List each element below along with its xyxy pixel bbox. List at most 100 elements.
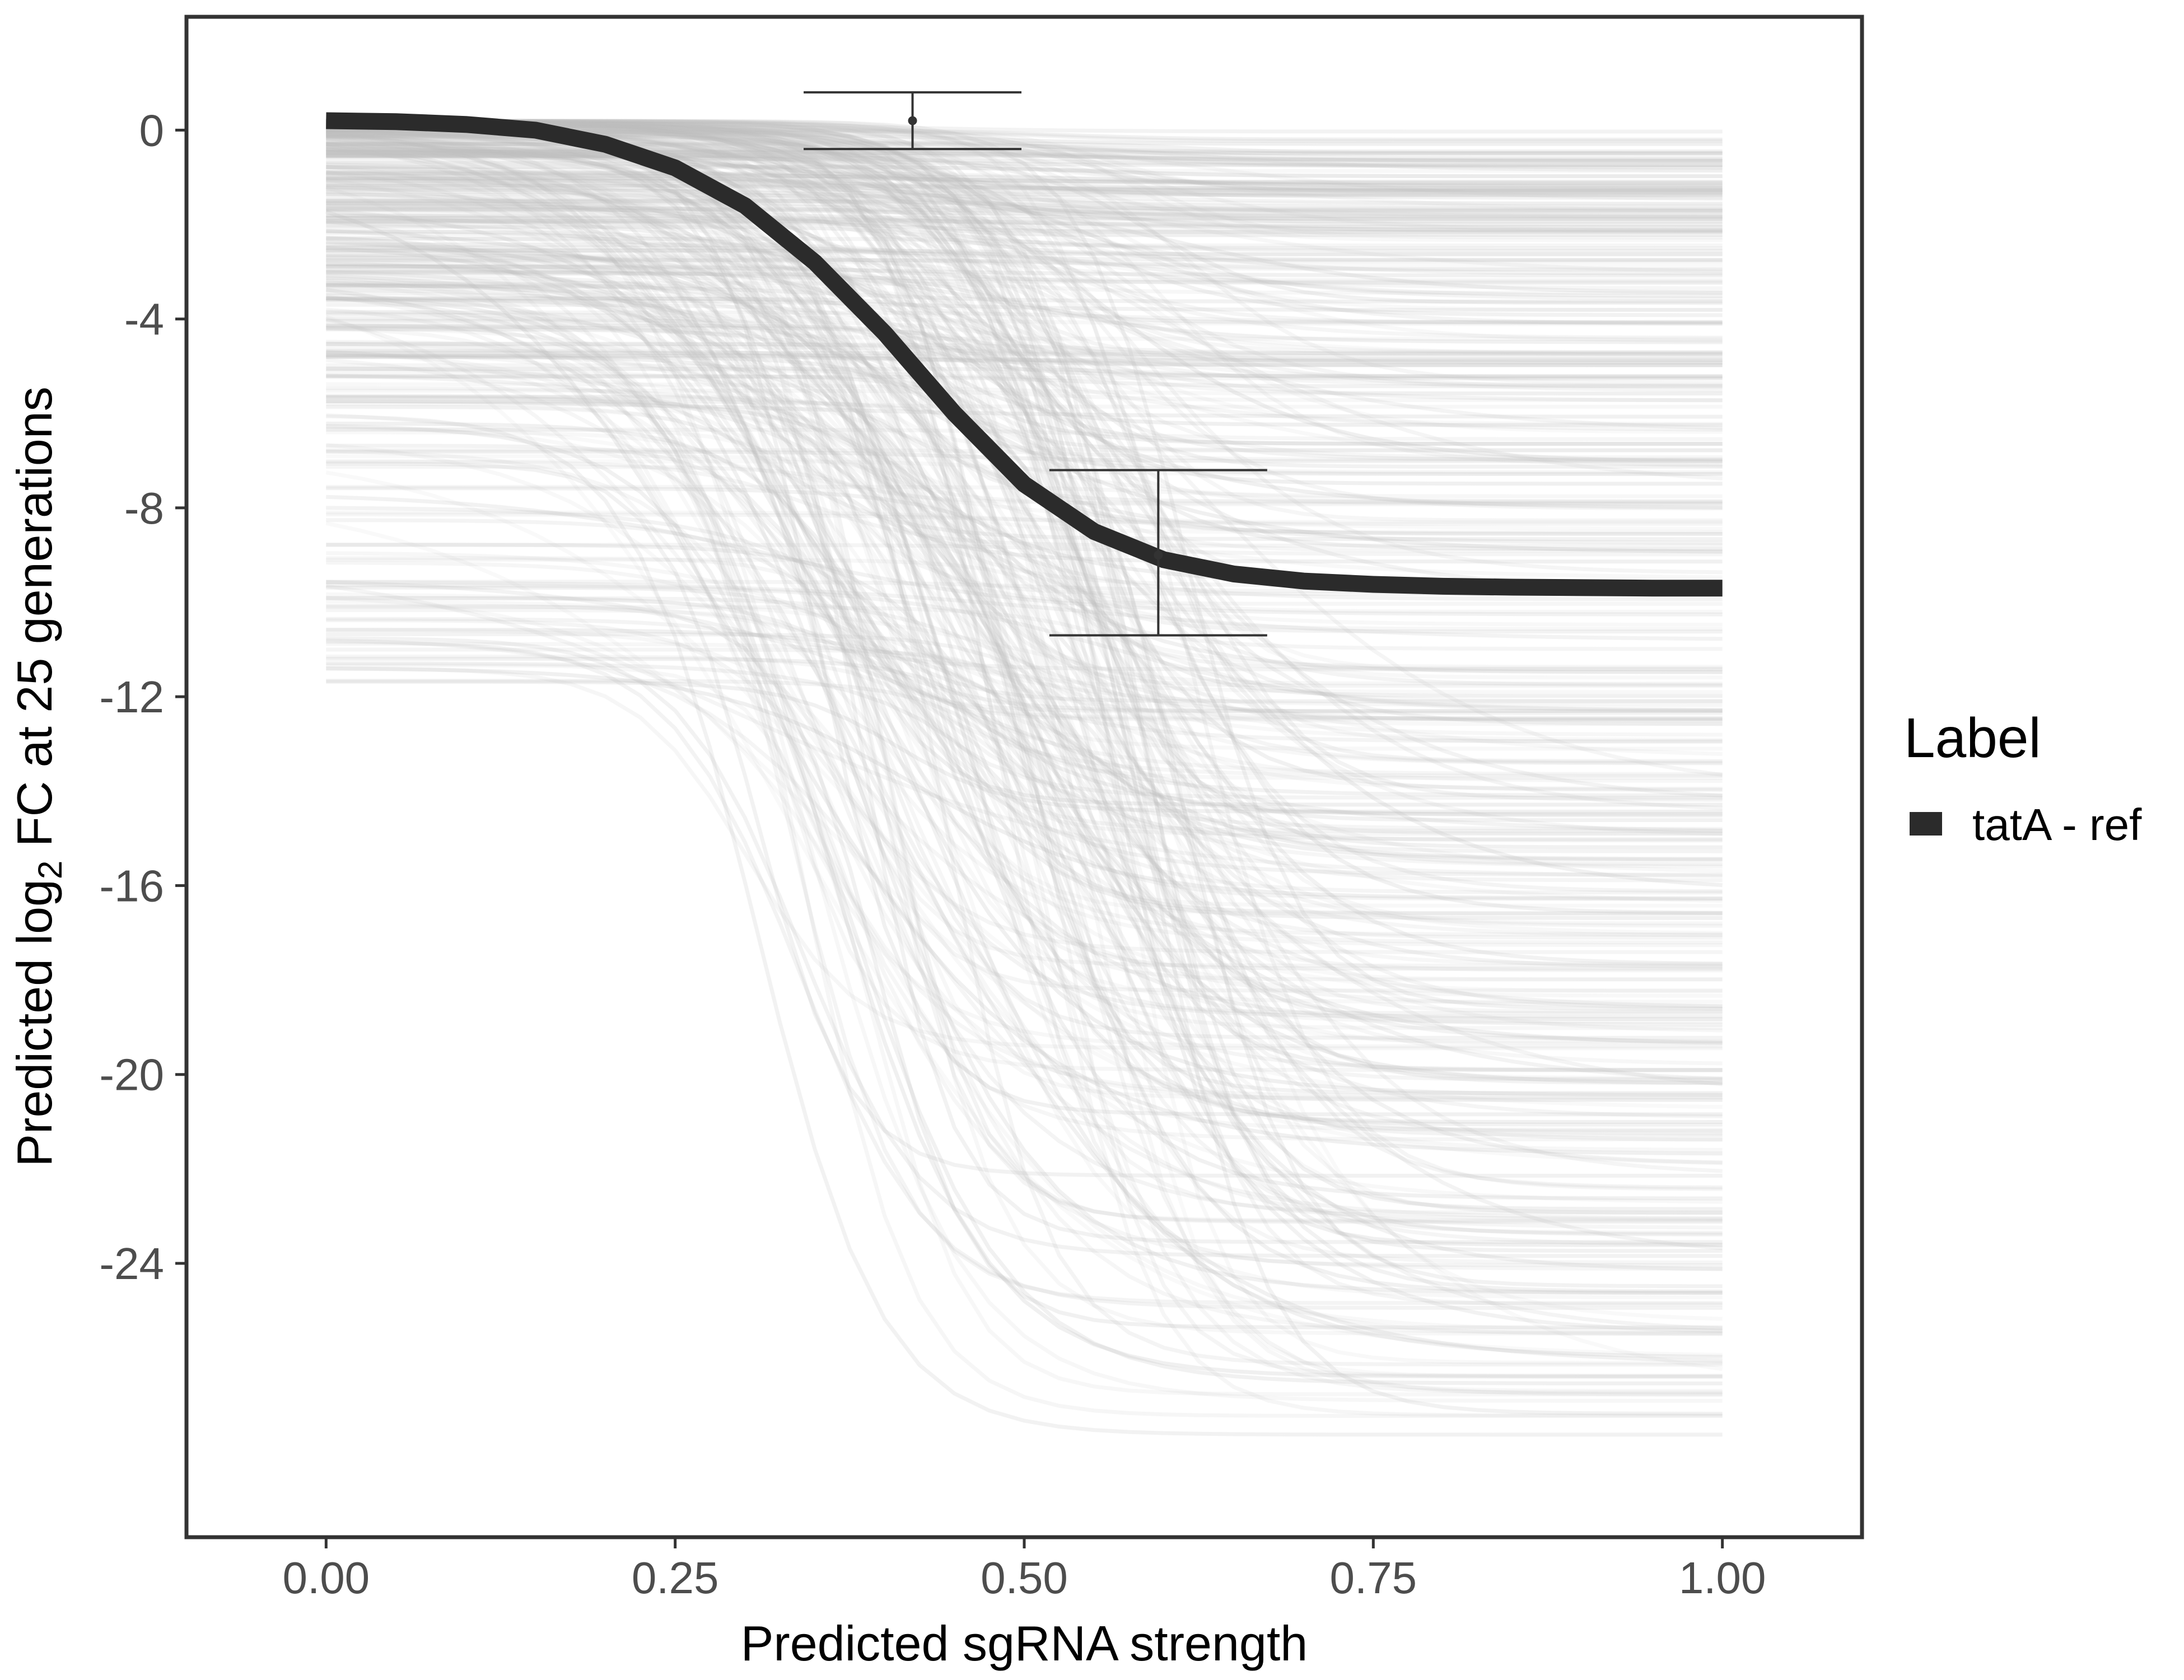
background-curve [326, 355, 1723, 698]
background-curve [326, 123, 1723, 1102]
x-axis-title: Predicted sgRNA strength [741, 1616, 1308, 1671]
background-curve [326, 272, 1723, 325]
background-curve [326, 608, 1723, 720]
background-curve [326, 231, 1723, 291]
background-curve [326, 510, 1723, 524]
background-curve [326, 165, 1723, 723]
background-curve [326, 150, 1723, 1253]
background-curve [326, 449, 1723, 1335]
background-curve [326, 654, 1723, 1395]
y-tick-label: -24 [99, 1239, 164, 1289]
background-curve [326, 375, 1723, 389]
background-curve [326, 135, 1723, 1371]
background-curve [326, 119, 1723, 765]
background-curve [326, 270, 1723, 284]
background-curve [326, 192, 1723, 1333]
background-curve [326, 302, 1723, 1189]
background-curve [326, 512, 1723, 526]
background-curve [326, 220, 1723, 233]
background-curve [326, 149, 1723, 163]
background-curve [325, 139, 1723, 831]
background-curve [326, 666, 1723, 900]
x-tick-label: 0.00 [282, 1553, 370, 1603]
background-curve [326, 399, 1723, 419]
background-curve [326, 351, 1723, 365]
background-curve [326, 122, 1723, 1046]
background-curve [326, 264, 1723, 278]
background-curve [326, 198, 1723, 212]
background-curve [326, 494, 1723, 617]
background-curve [326, 350, 1723, 948]
background-curve [326, 185, 1723, 276]
background-curve [326, 245, 1723, 298]
background-curve [326, 558, 1723, 926]
background-curve [326, 543, 1723, 1295]
background-curve [326, 283, 1723, 833]
background-curve [326, 395, 1723, 409]
background-curve [326, 425, 1723, 998]
background-curve [326, 228, 1723, 554]
background-curve [326, 219, 1723, 680]
background-curve [326, 151, 1723, 460]
background-curve [326, 146, 1723, 192]
background-curve [326, 367, 1723, 381]
background-curve [326, 279, 1723, 631]
background-curve [325, 470, 1723, 1109]
background-curve [326, 258, 1723, 627]
background-curve [326, 171, 1723, 185]
background-curve [326, 239, 1723, 1295]
background-curve [326, 142, 1723, 156]
background-curve [326, 281, 1723, 295]
background-curve [325, 178, 1723, 903]
background-curve [326, 120, 1723, 966]
background-curve [325, 209, 1723, 1156]
background-curve [326, 192, 1723, 206]
background-curve [326, 395, 1723, 1030]
background-curve [326, 123, 1723, 318]
background-curve [326, 199, 1723, 212]
background-curve [326, 656, 1723, 1072]
background-curve [325, 219, 1723, 1271]
background-curve [326, 248, 1723, 262]
background-curve [326, 119, 1723, 982]
background-curve [326, 123, 1723, 173]
background-curve [326, 636, 1723, 1258]
background-curve [326, 236, 1723, 1045]
background-curve [326, 486, 1723, 966]
background-curve [326, 427, 1723, 780]
background-curve [326, 580, 1723, 833]
background-curve [326, 120, 1723, 553]
background-curve [326, 201, 1723, 427]
background-curve [326, 561, 1723, 937]
background-curve [326, 270, 1723, 601]
background-curve [326, 244, 1723, 1004]
background-curve [326, 201, 1723, 1235]
background-curve [326, 187, 1723, 356]
background-curve [326, 134, 1723, 510]
background-curve [326, 148, 1723, 807]
background-curve [326, 207, 1723, 221]
background-curve [326, 119, 1723, 464]
background-curve [326, 259, 1723, 522]
y-axis-title-subscript: 2 [31, 861, 69, 879]
background-curve [325, 521, 1723, 1165]
background-curve [326, 147, 1723, 877]
background-curve [326, 605, 1723, 703]
background-curve [326, 342, 1723, 504]
background-curve [326, 225, 1723, 256]
background-curve [326, 382, 1723, 396]
background-curve [326, 171, 1723, 185]
background-curve [325, 317, 1723, 1009]
background-curve [326, 176, 1723, 1224]
background-curve [326, 414, 1723, 1437]
background-curve [326, 236, 1723, 1403]
background-curve [326, 156, 1723, 170]
background-curve [326, 120, 1723, 511]
background-curve [326, 151, 1723, 940]
background-curve [326, 119, 1723, 226]
background-curve [326, 176, 1723, 190]
background-curve [326, 185, 1723, 219]
background-curve [326, 197, 1723, 211]
background-curve [326, 402, 1723, 1024]
legend-key-tata-ref [1910, 812, 1942, 836]
